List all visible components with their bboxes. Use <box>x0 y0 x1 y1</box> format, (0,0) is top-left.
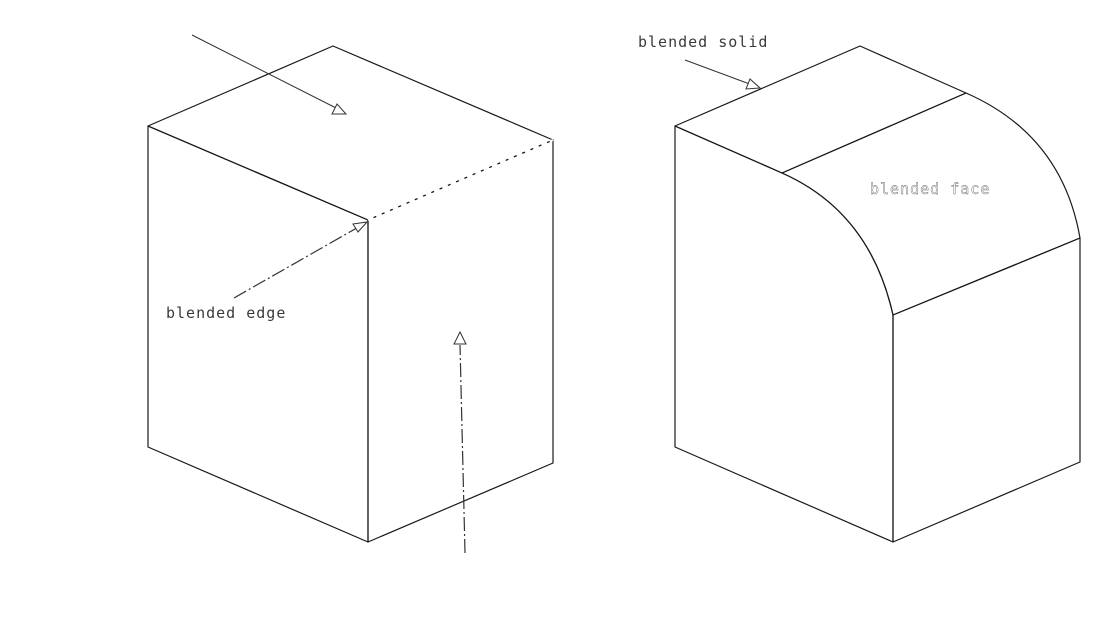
left-block <box>147 45 554 543</box>
leader-right-face <box>453 330 467 554</box>
blended-solid-label: blended solid <box>638 33 768 51</box>
leader-blended-solid <box>684 59 762 90</box>
right-block-top-face <box>674 45 967 174</box>
blended-edge-label: blended edge <box>166 304 286 322</box>
right-block-right-face <box>892 237 1081 543</box>
right-block <box>674 45 1081 543</box>
blended-edge-highlight <box>367 139 554 221</box>
left-block-right-face <box>367 139 554 543</box>
left-block-left-face <box>147 125 369 543</box>
right-block-left-face <box>674 125 894 543</box>
leader-blended-edge <box>233 221 369 299</box>
left-block-top-face <box>147 45 554 221</box>
blended-face-label: blended face <box>870 180 990 198</box>
leader-top-face <box>191 34 348 115</box>
right-block-blended-face <box>781 92 1081 316</box>
